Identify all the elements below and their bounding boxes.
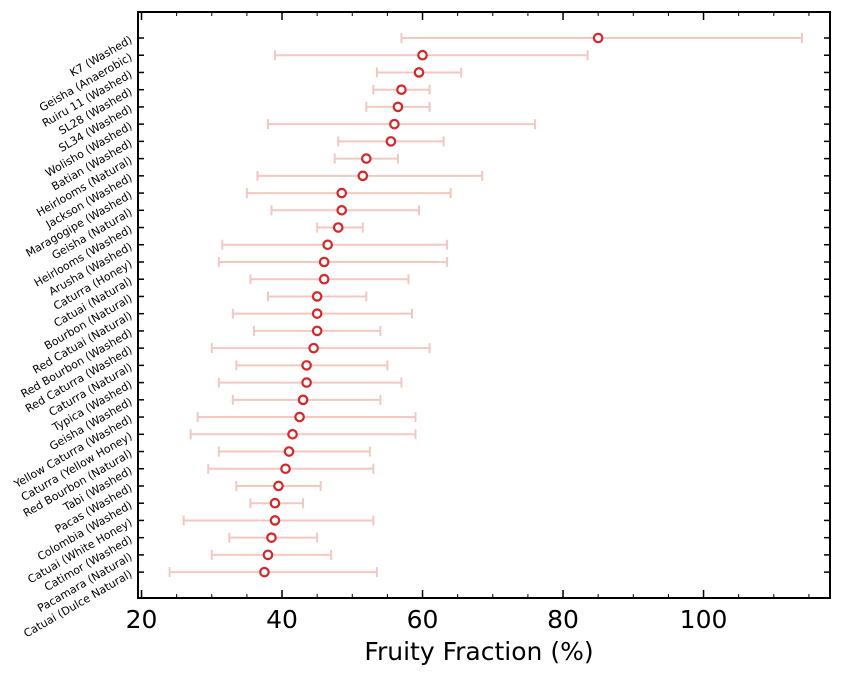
errorbar — [189, 429, 417, 440]
data-point — [396, 84, 407, 95]
data-point — [301, 360, 312, 371]
errorbar — [266, 119, 536, 130]
data-point — [311, 325, 323, 337]
x-tick-label: 20 — [126, 605, 158, 634]
data-point — [287, 428, 298, 440]
data-point — [322, 239, 333, 251]
data-point — [417, 49, 428, 61]
data-point — [262, 549, 274, 561]
errorbar — [196, 412, 417, 423]
errorbar — [256, 170, 484, 181]
data-point — [280, 463, 291, 475]
errorbar — [245, 188, 452, 199]
data-point — [336, 187, 348, 199]
x-tick-label: 100 — [680, 605, 728, 634]
data-point — [385, 136, 397, 147]
data-point — [361, 153, 372, 164]
data-point — [311, 291, 323, 302]
data-point — [389, 118, 400, 130]
data-point — [318, 273, 330, 285]
x-tick-label: 80 — [547, 605, 579, 634]
x-tick-label: 40 — [266, 605, 298, 634]
point-layer — [259, 32, 604, 578]
data-point — [592, 32, 604, 44]
data-point — [318, 256, 330, 268]
x-axis: 20 40 60 80 100 — [126, 12, 810, 634]
data-point — [269, 497, 281, 509]
data-point — [259, 566, 270, 578]
x-axis-title: Fruity Fraction (%) — [364, 637, 593, 666]
data-point — [283, 446, 295, 457]
data-point — [308, 342, 319, 354]
data-point — [332, 222, 344, 233]
errorbar — [221, 239, 449, 250]
data-point — [392, 101, 404, 113]
data-point — [311, 308, 323, 319]
errorbar — [217, 256, 449, 267]
plot-frame — [137, 11, 831, 599]
data-point — [294, 411, 305, 423]
data-point — [297, 394, 309, 406]
errorbar — [210, 343, 431, 354]
data-point — [357, 170, 369, 182]
data-point — [273, 480, 284, 492]
errorbar — [273, 50, 589, 61]
errorbar-layer — [168, 33, 803, 578]
errorbar — [168, 567, 378, 578]
data-point — [269, 515, 281, 526]
x-tick-label: 60 — [407, 605, 439, 634]
data-point — [266, 532, 277, 543]
data-point — [336, 205, 348, 216]
data-point — [301, 377, 312, 388]
data-point — [413, 67, 425, 78]
